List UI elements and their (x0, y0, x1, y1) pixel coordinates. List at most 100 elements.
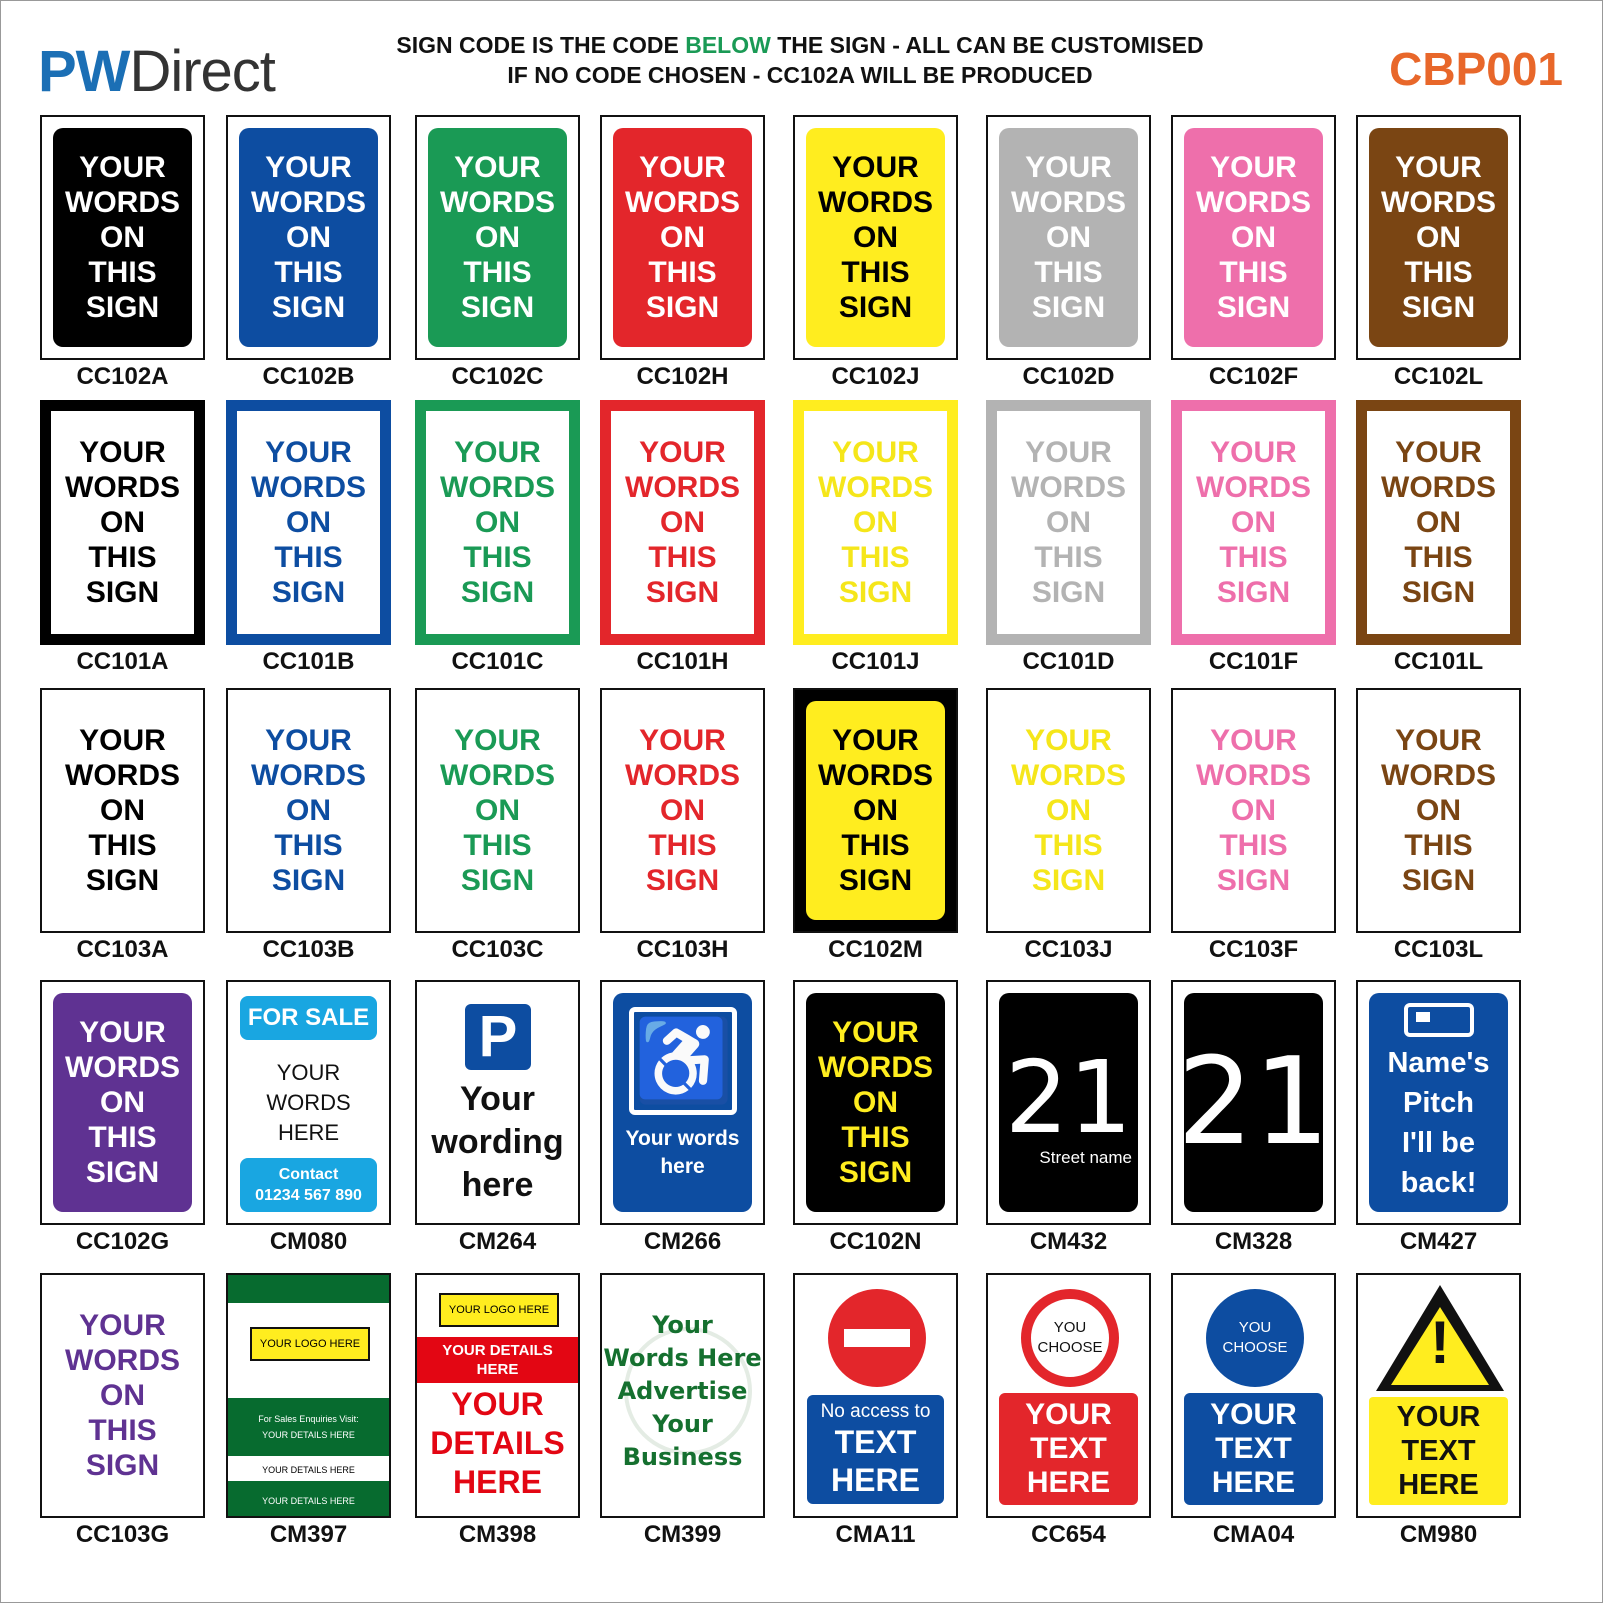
sign-panel: YOUR WORDS ON THIS SIGN (53, 1286, 192, 1505)
sign-card-cc101b[interactable]: YOUR WORDS ON THIS SIGN (226, 400, 391, 645)
sign-card-cc101h[interactable]: YOUR WORDS ON THIS SIGN (600, 400, 765, 645)
text-line: WORDS (251, 186, 366, 219)
sign-card-cc101a[interactable]: YOUR WORDS ON THIS SIGN (40, 400, 205, 645)
sign-card-cm398[interactable]: YOUR LOGO HERE YOUR DETAILS HERE YOUR DETAIL… (415, 1273, 580, 1518)
sign-text: YOUR WORDS ON THIS SIGN (251, 150, 366, 325)
sign-card-cm328[interactable]: 21 (1171, 980, 1336, 1225)
sign-panel: YOUR WORDS ON THIS SIGN (806, 128, 945, 347)
sign-card-cc103c[interactable]: YOUR WORDS ON THIS SIGN (415, 688, 580, 933)
house-number: 21 (1177, 1032, 1330, 1172)
sign-card-cc101j[interactable]: YOUR WORDS ON THIS SIGN (793, 400, 958, 645)
sign-code: CC101H (636, 648, 729, 675)
sign-card-cc103l[interactable]: YOUR WORDS ON THIS SIGN (1356, 688, 1521, 933)
sign-card-cc101f[interactable]: YOUR WORDS ON THIS SIGN (1171, 400, 1336, 645)
text-line: ON (853, 1086, 898, 1119)
text-line: ON (1416, 506, 1461, 539)
sign-card-cc103f[interactable]: YOUR WORDS ON THIS SIGN (1171, 688, 1336, 933)
sign-card-cm080[interactable]: FOR SALE YOUR WORDS HERE Contact 01234 567 89… (226, 980, 391, 1225)
sign-card-cc103j[interactable]: YOUR WORDS ON THIS SIGN (986, 688, 1151, 933)
sign-card-cc103g[interactable]: YOUR WORDS ON THIS SIGN (40, 1273, 205, 1518)
sign-code: CM266 (643, 1228, 722, 1255)
text-line: ON (286, 221, 331, 254)
sign-card-cc102g[interactable]: YOUR WORDS ON THIS SIGN (40, 980, 205, 1225)
text-line: YOUR (79, 724, 166, 757)
text-panel: YOUR TEXT HERE (1184, 1393, 1323, 1505)
sign-card-cc102j[interactable]: YOUR WORDS ON THIS SIGN (793, 115, 958, 360)
text-line: YOUR (639, 436, 726, 469)
sign-card-cc101c[interactable]: YOUR WORDS ON THIS SIGN (415, 400, 580, 645)
text-line: WORDS (818, 471, 933, 504)
sign-card-cm427[interactable]: Name's Pitch I'll be back! (1356, 980, 1521, 1225)
text-line: THIS (841, 541, 910, 574)
body-text: Name's Pitch I'll be back! (1387, 1043, 1489, 1203)
sign-card-cc102c[interactable]: YOUR WORDS ON THIS SIGN (415, 115, 580, 360)
sign-panel: ♿ Your words here (613, 993, 752, 1212)
text-line: YOUR (1396, 1401, 1481, 1433)
text-line: WORDS (1196, 759, 1311, 792)
text-line: here (461, 1166, 534, 1204)
text-line: SIGN (645, 864, 720, 897)
sign-card-cma04[interactable]: YOU CHOOSE YOUR TEXT HERE (1171, 1273, 1336, 1518)
text-line: WORDS (440, 186, 555, 219)
text-line: SIGN (1401, 864, 1476, 897)
sign-card-cm399[interactable]: Your Words Here Advertise Your Business (600, 1273, 765, 1518)
text-line: THIS (463, 829, 532, 862)
header-highlight: BELOW (685, 32, 771, 58)
sign-card-cc102a[interactable]: YOUR WORDS ON THIS SIGN (40, 115, 205, 360)
sign-code: CC102N (829, 1228, 922, 1255)
sign-card-cc102f[interactable]: YOUR WORDS ON THIS SIGN (1171, 115, 1336, 360)
sign-card-cm397[interactable]: YOUR LOGO HERE For Sales Enquiries Visit:… (226, 1273, 391, 1518)
sign-card-cc102d[interactable]: YOUR WORDS ON THIS SIGN (986, 115, 1151, 360)
text-line: THIS (1219, 256, 1288, 289)
sign-text: YOUR WORDS ON THIS SIGN (625, 435, 740, 610)
text-line: ON (475, 794, 520, 827)
sign-code: CC103G (75, 1521, 170, 1548)
sign-card-cc101d[interactable]: YOUR WORDS ON THIS SIGN (986, 400, 1151, 645)
sign-card-cc102l[interactable]: YOUR WORDS ON THIS SIGN (1356, 115, 1521, 360)
sign-card-cc102n[interactable]: YOUR WORDS ON THIS SIGN (793, 980, 958, 1225)
sign-card-cc103h[interactable]: YOUR WORDS ON THIS SIGN (600, 688, 765, 933)
sign-card-cc101l[interactable]: YOUR WORDS ON THIS SIGN (1356, 400, 1521, 645)
sign-code: CM397 (269, 1521, 348, 1548)
sign-text: YOUR WORDS ON THIS SIGN (1196, 723, 1311, 898)
sign-panel: YOUR WORDS ON THIS SIGN (1369, 701, 1508, 920)
text-line: THIS (648, 256, 717, 289)
text-line: SIGN (1216, 576, 1291, 609)
sign-code: CM427 (1399, 1228, 1478, 1255)
sign-code: CM328 (1214, 1228, 1293, 1255)
sign-text: YOUR WORDS ON THIS SIGN (440, 435, 555, 610)
sign-card-cm432[interactable]: 21 Street name (986, 980, 1151, 1225)
sign-text: YOUR WORDS ON THIS SIGN (65, 435, 180, 610)
text-line: YOUR (832, 724, 919, 757)
sign-card-cm264[interactable]: P Your wording here (415, 980, 580, 1225)
house-number: 21 (1004, 1038, 1133, 1156)
text-line: YOUR (1025, 1398, 1112, 1431)
sign-panel: YOUR WORDS ON THIS SIGN (53, 128, 192, 347)
text-line: SIGN (1216, 864, 1291, 897)
text-line: THIS (648, 541, 717, 574)
text-line: THIS (463, 541, 532, 574)
sign-card-cc103b[interactable]: YOUR WORDS ON THIS SIGN (226, 688, 391, 933)
text-line: YOUR (832, 1016, 919, 1049)
sign-card-cc103a[interactable]: YOUR WORDS ON THIS SIGN (40, 688, 205, 933)
circle-text: YOU (1053, 1319, 1087, 1336)
sign-card-cm980[interactable]: ! YOUR TEXT HERE (1356, 1273, 1521, 1518)
text-line: WORDS (818, 759, 933, 792)
sign-text: YOUR WORDS ON THIS SIGN (251, 435, 366, 610)
sign-panel: YOUR WORDS ON THIS SIGN (806, 701, 945, 920)
no-entry-icon (828, 1289, 926, 1387)
sign-card-cc102m[interactable]: YOUR WORDS ON THIS SIGN (793, 688, 958, 933)
sign-card-cm266[interactable]: ♿ Your words here (600, 980, 765, 1225)
sign-card-cc654[interactable]: YOU CHOOSE YOUR TEXT HERE (986, 1273, 1151, 1518)
mandatory-circle-icon: YOU CHOOSE (1206, 1289, 1304, 1387)
text-panel: YOUR TEXT HERE (1369, 1397, 1508, 1505)
text-line: WORDS (440, 759, 555, 792)
sign-panel: YOUR WORDS ON THIS SIGN (237, 411, 380, 634)
sign-card-cc102b[interactable]: YOUR WORDS ON THIS SIGN (226, 115, 391, 360)
sign-card-cma11[interactable]: No access to TEXT HERE (793, 1273, 958, 1518)
sign-code: CC102H (636, 363, 729, 390)
sign-text: YOUR WORDS ON THIS SIGN (1011, 150, 1126, 325)
circle-text: YOU (1238, 1319, 1272, 1336)
catalog-code: CBP001 (1389, 43, 1563, 95)
sign-card-cc102h[interactable]: YOUR WORDS ON THIS SIGN (600, 115, 765, 360)
